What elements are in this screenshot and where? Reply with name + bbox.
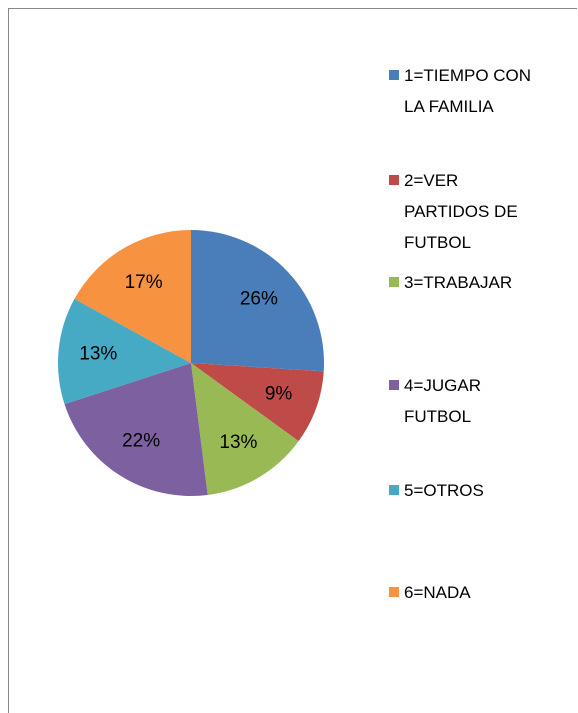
frame — [8, 8, 577, 713]
legend-swatch — [389, 70, 399, 80]
pie-slice — [191, 230, 324, 372]
legend-label: 6=NADA — [404, 583, 471, 602]
legend-label: 4=JUGAR FUTBOL — [404, 376, 481, 426]
pie-slice — [57, 298, 191, 405]
legend-swatch — [389, 380, 399, 390]
legend-item: 1=TIEMPO CON LA FAMILIA — [389, 60, 539, 122]
legend-label: 5=OTROS — [404, 481, 484, 500]
legend-item: 2=VER PARTIDOS DE FUTBOL — [389, 165, 539, 258]
data-label: 17% — [125, 272, 163, 293]
legend-label: 2=VER PARTIDOS DE FUTBOL — [404, 171, 518, 252]
legend-item: 4=JUGAR FUTBOL — [389, 370, 539, 432]
pie-slice — [191, 363, 299, 495]
legend-swatch — [389, 587, 399, 597]
legend-item: 3=TRABAJAR — [389, 267, 539, 298]
pie-slice — [191, 363, 324, 442]
data-label: 13% — [79, 343, 117, 364]
pie-slice — [74, 230, 191, 363]
legend-item: 5=OTROS — [389, 475, 539, 506]
legend-label: 1=TIEMPO CON LA FAMILIA — [404, 66, 532, 116]
data-label: 13% — [219, 432, 257, 453]
legend-swatch — [389, 485, 399, 495]
pie-slice — [64, 363, 208, 497]
data-label: 26% — [240, 288, 278, 309]
data-label: 22% — [122, 431, 160, 452]
legend-swatch — [389, 277, 399, 287]
legend-label: 3=TRABAJAR — [404, 273, 513, 292]
legend-item: 6=NADA — [389, 577, 539, 608]
legend-swatch — [389, 175, 399, 185]
data-label: 9% — [265, 384, 293, 405]
